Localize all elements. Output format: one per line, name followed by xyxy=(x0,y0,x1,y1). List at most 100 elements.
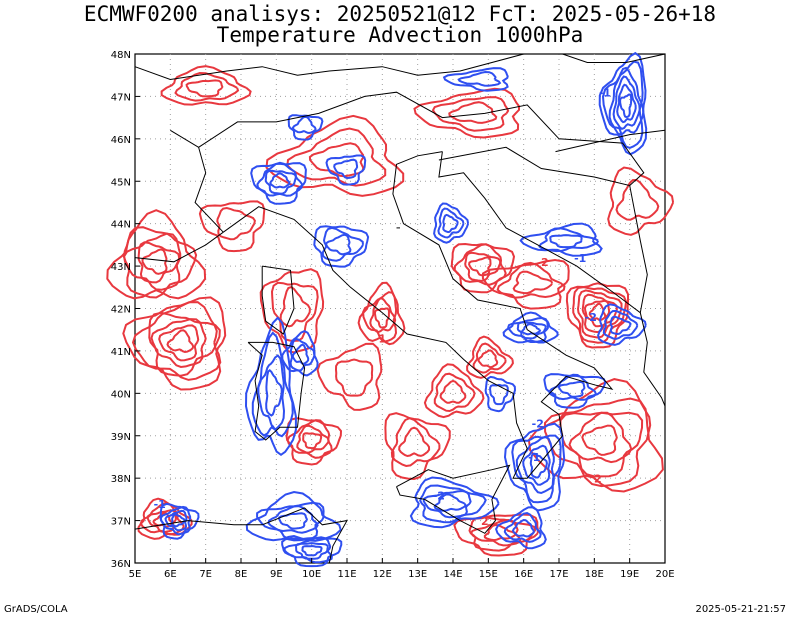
contour-layer xyxy=(106,51,675,568)
warm-advection-contour xyxy=(137,241,181,284)
lat-tick-label: 38N xyxy=(111,474,131,485)
lat-tick-label: 40N xyxy=(111,389,131,400)
cold-advection-contour xyxy=(520,323,542,336)
warm-advection-contour xyxy=(362,291,398,343)
lat-tick-label: 48N xyxy=(111,50,131,61)
cold-advection-contour xyxy=(507,316,549,343)
cold-advection-contour xyxy=(244,316,297,457)
warm-advection-contour xyxy=(390,417,441,468)
cold-advection-contour xyxy=(325,154,367,186)
warm-advection-contour xyxy=(265,114,405,197)
warm-advection-contour xyxy=(198,200,266,253)
cold-advection-contour xyxy=(287,114,324,141)
cold-advection-contour xyxy=(538,227,600,253)
warm-advection-contour xyxy=(433,372,476,413)
cold-advection-contour xyxy=(283,536,333,564)
coastline xyxy=(170,129,224,233)
coastline-layer xyxy=(134,53,666,564)
warm-advection-contour xyxy=(373,307,391,329)
warm-advection-contour xyxy=(166,329,195,354)
cold-advection-contour xyxy=(170,513,186,528)
cold-advection-contour xyxy=(602,309,639,340)
cold-advection-contour xyxy=(409,476,500,529)
footer-timestamp: 2025-05-21-21:57 xyxy=(695,604,786,615)
lat-tick-label: 37N xyxy=(111,517,131,528)
cold-advection-contour xyxy=(442,67,509,92)
warm-advection-contour xyxy=(279,285,311,328)
cold-advection-contour xyxy=(548,373,598,401)
warm-advection-contour xyxy=(468,256,492,277)
warm-advection-contour xyxy=(576,289,623,339)
cold-advection-contour xyxy=(257,354,286,431)
warm-advection-contour xyxy=(481,258,570,310)
lon-tick-label: 20E xyxy=(655,569,674,580)
cold-advection-contour xyxy=(557,380,586,398)
contour-value-label: 2 xyxy=(541,256,549,269)
warm-advection-contour xyxy=(316,342,383,411)
warm-advection-contour xyxy=(270,281,319,342)
lon-tick-label: 8E xyxy=(235,569,248,580)
warm-advection-contour xyxy=(185,79,224,98)
cold-advection-contour xyxy=(616,83,637,124)
cold-advection-contour xyxy=(601,60,644,149)
cold-advection-contour xyxy=(543,373,607,409)
lon-tick-label: 18E xyxy=(585,569,604,580)
cold-advection-contour xyxy=(619,93,633,119)
warm-advection-contour xyxy=(583,299,611,328)
cold-advection-contour xyxy=(301,544,323,557)
chart-title-line2: Temperature Advection 1000hPa xyxy=(216,23,584,47)
warm-advection-contour xyxy=(150,318,207,369)
cold-advection-contour xyxy=(251,331,294,438)
warm-advection-contour xyxy=(615,178,660,221)
cold-advection-contour xyxy=(598,51,648,156)
coastline xyxy=(134,520,263,530)
warm-advection-contour xyxy=(216,206,256,241)
cold-advection-contour xyxy=(325,233,352,256)
warm-advection-contour xyxy=(286,127,387,187)
cold-advection-contour xyxy=(489,383,509,406)
cold-advection-contour xyxy=(164,509,188,532)
cold-advection-contour xyxy=(503,422,566,512)
cold-advection-contour xyxy=(433,493,467,512)
warm-advection-contour xyxy=(464,251,502,282)
cold-advection-contour xyxy=(281,329,319,377)
warm-advection-contour xyxy=(384,412,451,481)
warm-advection-contour xyxy=(431,96,510,132)
warm-advection-contour xyxy=(450,242,516,294)
warm-advection-contour xyxy=(439,379,467,404)
warm-advection-contour xyxy=(483,523,517,542)
coastline xyxy=(523,53,666,63)
warm-advection-contour xyxy=(453,513,539,557)
cold-advection-contour xyxy=(159,505,192,536)
contour-value-label: -1 xyxy=(154,498,166,511)
contour-value-label: -2 xyxy=(532,417,544,430)
lon-tick-label: 13E xyxy=(408,569,427,580)
warm-advection-contour xyxy=(139,502,185,536)
warm-advection-contour xyxy=(369,297,397,334)
cold-advection-contour xyxy=(289,337,316,372)
cold-advection-contour xyxy=(291,343,310,365)
coastline xyxy=(223,151,614,479)
contour-value-label: -1 xyxy=(528,451,540,464)
lat-tick-label: 45N xyxy=(111,177,131,188)
contour-value-label: 1 xyxy=(379,332,387,345)
cold-advection-contour xyxy=(442,213,459,234)
lon-tick-label: 12E xyxy=(373,569,392,580)
lon-tick-label: 19E xyxy=(620,569,639,580)
warm-advection-contour xyxy=(286,419,333,459)
coastline xyxy=(134,53,524,81)
cold-advection-contour xyxy=(529,452,548,479)
warm-advection-contour xyxy=(123,232,182,291)
lat-tick-label: 39N xyxy=(111,432,131,443)
lat-tick-label: 44N xyxy=(111,220,131,231)
lat-tick-label: 42N xyxy=(111,305,131,316)
cold-advection-contour xyxy=(291,115,317,134)
lon-tick-label: 15E xyxy=(479,569,498,580)
lon-tick-label: 9E xyxy=(270,569,283,580)
contour-labels: -1 -1 -2 -2 -2 -1 -1 2 2 1 2 xyxy=(154,86,611,527)
warm-advection-contour xyxy=(607,166,675,236)
cold-advection-contour xyxy=(495,506,547,550)
warm-advection-contour xyxy=(423,363,485,419)
warm-advection-contour xyxy=(122,296,227,391)
cold-advection-contour xyxy=(422,489,472,519)
